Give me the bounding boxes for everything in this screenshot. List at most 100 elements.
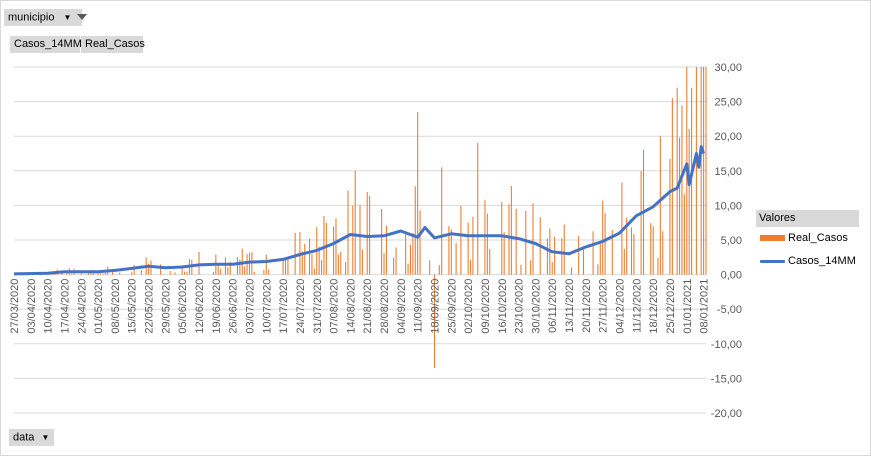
bar-real-casos [160, 264, 162, 275]
bar-real-casos [337, 254, 339, 275]
legend-item-casos-14mm[interactable]: Casos_14MM [760, 255, 856, 267]
bar-real-casos [450, 229, 452, 275]
x-tick-label: 08/05/2020 [110, 279, 122, 334]
x-tick-label: 01/05/2020 [93, 279, 105, 334]
bar-real-casos [563, 224, 565, 275]
bar-real-casos [676, 87, 678, 275]
legend-label-casos-14mm: Casos_14MM [788, 255, 856, 267]
value-field-button-real[interactable]: Real_Casos [81, 36, 145, 53]
x-tick-label: 11/09/2020 [413, 279, 425, 333]
bar-real-casos [333, 226, 335, 275]
bar-real-casos [220, 268, 222, 275]
x-tick-label: 23/10/2020 [514, 279, 526, 334]
bar-real-casos [626, 217, 628, 275]
x-tick-label: 12/06/2020 [194, 279, 206, 334]
bar-real-casos [381, 209, 383, 275]
y-tick-label: 30,00 [714, 62, 742, 74]
bar-real-casos [671, 98, 673, 275]
bar-real-casos [623, 249, 625, 275]
bar-real-casos [268, 269, 270, 275]
bar-real-casos [335, 218, 337, 275]
bar-real-casos [530, 260, 532, 275]
bar-real-casos [652, 226, 654, 275]
y-tick-label: -15,00 [711, 373, 742, 385]
bar-real-casos [691, 87, 693, 275]
bar-real-casos [265, 254, 267, 275]
bar-real-casos [304, 243, 306, 275]
x-tick-label: 13/11/2020 [564, 279, 576, 333]
y-tick-label: -5,00 [717, 304, 742, 316]
bar-real-casos [224, 257, 226, 275]
bar-real-casos [469, 259, 472, 275]
y-tick-label: 5,00 [721, 235, 742, 247]
bar-real-casos [301, 251, 303, 275]
bar-real-casos [633, 234, 635, 275]
bar-real-casos [520, 264, 522, 275]
municipio-filter-button[interactable]: municipio ▼ [4, 9, 87, 26]
bar-real-casos [253, 271, 255, 275]
bar-real-casos [294, 232, 296, 275]
x-tick-label: 05/06/2020 [177, 279, 189, 334]
value-field-button-casos[interactable]: Casos_14MM [10, 36, 82, 53]
legend-item-real-casos[interactable]: Real_Casos [760, 232, 848, 244]
x-tick-label: 09/10/2020 [480, 279, 492, 334]
bar-real-casos [407, 263, 409, 275]
bar-real-casos [489, 248, 491, 275]
bar-real-casos [325, 223, 327, 275]
bar-real-casos [477, 143, 479, 275]
x-tick-label: 27/03/2020 [9, 279, 21, 334]
x-tick-label: 10/07/2020 [261, 279, 273, 334]
bar-real-casos [227, 267, 229, 275]
bar-real-casos [323, 215, 325, 275]
bar-real-casos [229, 261, 231, 275]
bar-real-casos [433, 274, 436, 369]
bar-real-casos [657, 258, 659, 275]
x-tick-label: 24/04/2020 [76, 279, 88, 334]
bar-real-casos [66, 272, 68, 275]
bar-real-casos [669, 158, 671, 275]
bar-real-casos [198, 251, 200, 275]
data-axis-filter-button[interactable]: data ▼ [9, 429, 54, 446]
bar-real-casos [501, 202, 503, 275]
bar-real-casos [359, 205, 361, 275]
bar-real-casos [412, 233, 414, 275]
bar-real-casos [467, 222, 469, 275]
bar-real-casos [340, 251, 342, 275]
y-tick-label: 15,00 [714, 166, 742, 178]
bar-real-casos [705, 67, 707, 275]
x-tick-label: 27/11/2020 [598, 279, 610, 333]
x-tick-label: 04/12/2020 [615, 279, 627, 334]
bar-real-casos [309, 238, 311, 275]
bar-real-casos [561, 238, 563, 275]
bar-real-casos [599, 243, 601, 275]
bar-real-casos [366, 191, 368, 275]
x-tick-label: 11/12/2020 [631, 279, 643, 333]
bar-real-casos [287, 258, 289, 275]
bar-real-casos [438, 265, 440, 275]
bar-real-casos [700, 67, 702, 275]
bar-real-casos [104, 272, 106, 275]
bar-real-casos [650, 223, 652, 275]
bar-real-casos [592, 231, 594, 275]
bar-real-casos [354, 170, 356, 275]
bar-real-casos [313, 268, 315, 275]
dropdown-arrow-icon: ▼ [63, 13, 72, 22]
bar-real-casos [503, 232, 505, 275]
bar-real-casos [239, 259, 241, 275]
y-tick-label: 25,00 [714, 97, 742, 109]
bar-real-casos [184, 271, 186, 275]
bar-real-casos [419, 210, 421, 275]
data-axis-label: data [13, 431, 35, 444]
bar-real-casos [311, 254, 313, 275]
x-tick-label: 17/04/2020 [59, 279, 71, 334]
bar-real-casos [546, 238, 548, 275]
bar-real-casos [532, 203, 534, 275]
x-tick-label: 14/08/2020 [345, 279, 357, 334]
x-tick-label: 01/01/2021 [682, 279, 694, 334]
y-tick-label: 10,00 [714, 200, 742, 212]
bar-real-casos [448, 226, 450, 275]
x-tick-label: 20/11/2020 [581, 279, 593, 333]
x-tick-label: 30/10/2020 [530, 279, 542, 334]
y-tick-label: 20,00 [714, 131, 742, 143]
bar-real-casos [148, 263, 150, 275]
